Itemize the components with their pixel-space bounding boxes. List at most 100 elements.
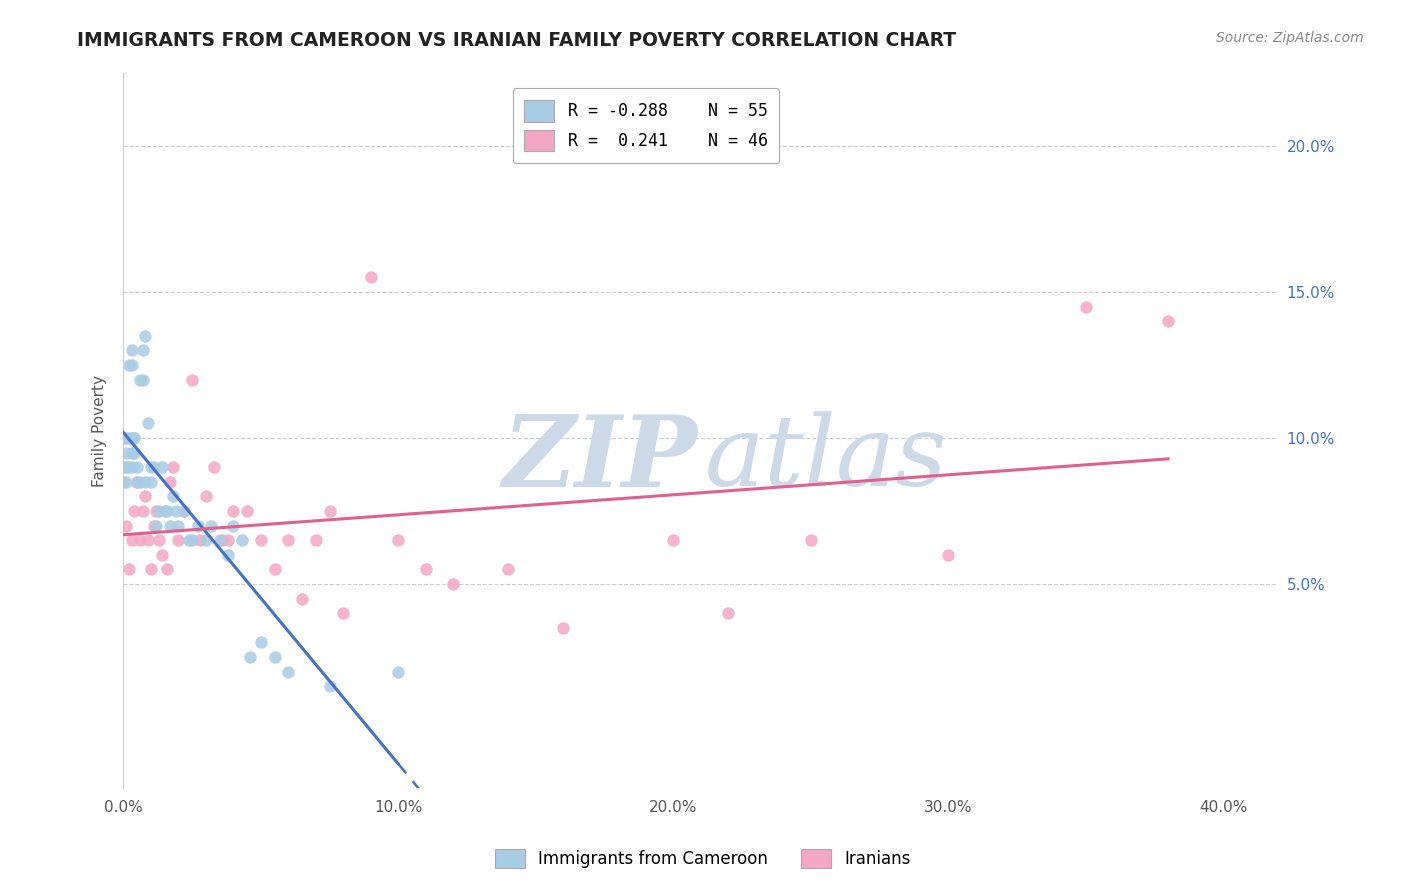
Point xyxy=(118,431,141,445)
Point xyxy=(142,460,165,475)
Point xyxy=(131,373,153,387)
Point xyxy=(277,533,299,548)
Point xyxy=(387,665,409,679)
Point xyxy=(124,504,146,518)
Point xyxy=(162,490,184,504)
Point xyxy=(121,343,143,358)
Point xyxy=(124,431,146,445)
Point xyxy=(125,475,148,489)
Point xyxy=(239,650,262,665)
Point xyxy=(118,358,141,372)
Point xyxy=(277,665,299,679)
Point xyxy=(128,373,150,387)
Point xyxy=(115,460,138,475)
Point xyxy=(415,562,437,576)
Point xyxy=(134,475,156,489)
Point xyxy=(165,504,187,518)
Point xyxy=(332,606,354,620)
Point xyxy=(291,591,314,606)
Point xyxy=(139,562,162,576)
Point xyxy=(496,562,519,576)
Point xyxy=(222,518,245,533)
Point xyxy=(115,431,138,445)
Y-axis label: Family Poverty: Family Poverty xyxy=(93,375,107,487)
Point xyxy=(186,518,208,533)
Point xyxy=(173,504,195,518)
Point xyxy=(150,548,173,562)
Point xyxy=(159,518,181,533)
Point xyxy=(121,460,143,475)
Point xyxy=(150,460,173,475)
Point xyxy=(128,475,150,489)
Point xyxy=(125,460,148,475)
Point xyxy=(156,562,179,576)
Point xyxy=(118,460,141,475)
Point xyxy=(115,518,138,533)
Point xyxy=(249,533,271,548)
Point xyxy=(662,533,685,548)
Point xyxy=(167,533,190,548)
Point xyxy=(387,533,409,548)
Point xyxy=(181,533,204,548)
Point xyxy=(162,460,184,475)
Point xyxy=(360,270,382,285)
Point xyxy=(305,533,328,548)
Point xyxy=(134,490,156,504)
Text: ZIP: ZIP xyxy=(502,411,697,508)
Point xyxy=(112,431,135,445)
Point xyxy=(173,504,195,518)
Legend: R = -0.288    N = 55, R =  0.241    N = 46: R = -0.288 N = 55, R = 0.241 N = 46 xyxy=(513,88,779,163)
Legend: Immigrants from Cameroon, Iranians: Immigrants from Cameroon, Iranians xyxy=(488,842,918,875)
Point xyxy=(121,358,143,372)
Point xyxy=(145,518,167,533)
Point xyxy=(128,533,150,548)
Point xyxy=(236,504,259,518)
Point xyxy=(112,460,135,475)
Point xyxy=(118,562,141,576)
Point xyxy=(441,577,464,591)
Point xyxy=(124,431,146,445)
Point xyxy=(318,504,340,518)
Point xyxy=(136,417,159,431)
Point xyxy=(156,504,179,518)
Point xyxy=(124,445,146,459)
Point xyxy=(139,475,162,489)
Point xyxy=(318,679,340,693)
Point xyxy=(1074,300,1097,314)
Text: IMMIGRANTS FROM CAMEROON VS IRANIAN FAMILY POVERTY CORRELATION CHART: IMMIGRANTS FROM CAMEROON VS IRANIAN FAMI… xyxy=(77,31,956,50)
Point xyxy=(263,562,285,576)
Point xyxy=(1157,314,1180,328)
Point xyxy=(200,518,222,533)
Point xyxy=(121,445,143,459)
Point xyxy=(222,504,245,518)
Point xyxy=(115,445,138,459)
Point xyxy=(249,635,271,649)
Point xyxy=(136,533,159,548)
Point xyxy=(188,533,211,548)
Point xyxy=(148,504,170,518)
Point xyxy=(179,533,201,548)
Point xyxy=(800,533,823,548)
Point xyxy=(717,606,740,620)
Point xyxy=(194,490,217,504)
Point xyxy=(167,518,190,533)
Text: atlas: atlas xyxy=(704,412,946,507)
Point xyxy=(131,504,153,518)
Point xyxy=(121,431,143,445)
Point xyxy=(145,504,167,518)
Point xyxy=(142,518,165,533)
Point xyxy=(553,621,575,635)
Point xyxy=(148,533,170,548)
Point xyxy=(181,373,204,387)
Point xyxy=(139,460,162,475)
Point xyxy=(208,533,231,548)
Point xyxy=(125,475,148,489)
Point xyxy=(121,533,143,548)
Point xyxy=(217,548,239,562)
Point xyxy=(936,548,959,562)
Point xyxy=(159,475,181,489)
Point xyxy=(211,533,233,548)
Point xyxy=(131,343,153,358)
Text: Source: ZipAtlas.com: Source: ZipAtlas.com xyxy=(1216,31,1364,45)
Point xyxy=(194,533,217,548)
